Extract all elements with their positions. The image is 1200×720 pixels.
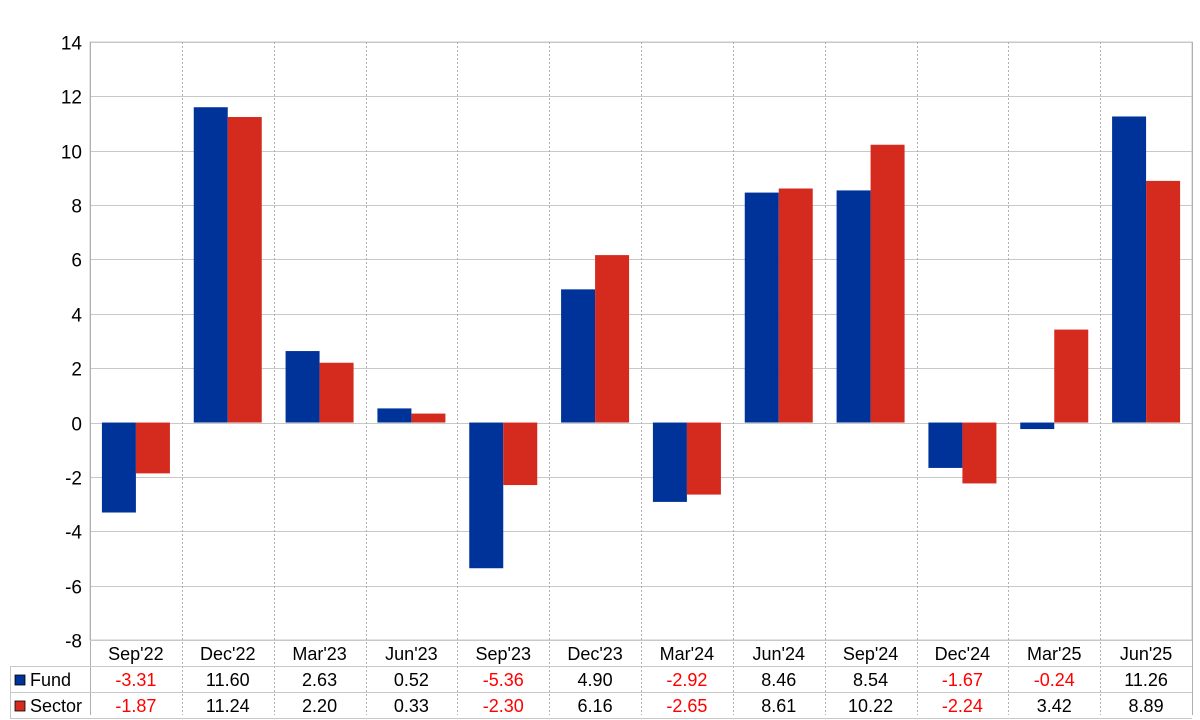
x-tick-label: Dec'24: [935, 644, 990, 664]
bar-fund: [1112, 116, 1147, 423]
y-tick-label: 6: [71, 251, 82, 272]
data-label: -0.24: [1034, 670, 1075, 690]
x-tick-label: Sep'23: [476, 644, 532, 664]
y-tick-label: -4: [65, 523, 82, 544]
bar-sector: [595, 255, 630, 423]
y-tick-label: 14: [61, 34, 83, 55]
x-tick-label: Dec'23: [567, 644, 622, 664]
bar-sector: [227, 117, 262, 423]
bar-fund: [561, 289, 596, 423]
data-label: 4.90: [578, 670, 613, 690]
x-tick-label: Jun'24: [753, 644, 805, 664]
x-tick-label: Sep'24: [843, 644, 899, 664]
x-tick-label: Mar'23: [292, 644, 346, 664]
bar-sector: [686, 422, 721, 495]
bar-fund: [744, 192, 779, 423]
data-label: -3.31: [115, 670, 156, 690]
data-label: 2.63: [302, 670, 337, 690]
x-tick-label: Mar'25: [1027, 644, 1081, 664]
x-tick-label: Jun'25: [1120, 644, 1172, 664]
data-label: 11.60: [206, 670, 250, 690]
bar-sector: [870, 144, 905, 423]
bar-fund: [928, 422, 963, 468]
bar-fund: [1020, 422, 1055, 430]
x-tick-label: Dec'22: [200, 644, 255, 664]
bar-sector: [1146, 180, 1181, 423]
y-tick-label: 4: [71, 306, 82, 327]
x-tick-label: Jun'23: [385, 644, 437, 664]
x-tick-label: Mar'24: [660, 644, 714, 664]
data-label: -2.65: [666, 696, 707, 716]
legend-label-fund: Fund: [30, 670, 71, 690]
data-label: 11.26: [1124, 670, 1168, 690]
bar-sector: [503, 422, 538, 486]
data-label: 11.24: [206, 696, 250, 716]
y-tick-label: -8: [65, 632, 82, 653]
x-tick-label: Sep'22: [108, 644, 164, 664]
bar-fund: [193, 107, 228, 423]
bar-sector: [411, 413, 446, 423]
data-label: -5.36: [483, 670, 524, 690]
y-tick-label: -6: [65, 578, 82, 599]
bar-fund: [101, 422, 136, 513]
data-label: 8.54: [853, 670, 888, 690]
data-label: 0.52: [394, 670, 429, 690]
y-tick-label: 12: [61, 88, 82, 109]
data-label: 8.61: [761, 696, 796, 716]
data-label: -1.67: [942, 670, 983, 690]
data-label: -2.92: [666, 670, 707, 690]
data-label: 8.46: [761, 670, 796, 690]
bar-sector: [778, 188, 813, 423]
bar-fund: [652, 422, 687, 502]
bar-fund: [469, 422, 504, 569]
data-label: 10.22: [848, 696, 893, 716]
data-label: 3.42: [1037, 696, 1072, 716]
data-label: -2.24: [942, 696, 983, 716]
bar-fund: [377, 408, 412, 423]
y-tick-label: 0: [71, 415, 82, 436]
y-tick-label: 10: [61, 143, 82, 164]
bar-sector: [962, 422, 997, 484]
data-label: -1.87: [115, 696, 156, 716]
data-label: 2.20: [302, 696, 337, 716]
legend-swatch-sector: [14, 700, 26, 712]
bar-sector: [1054, 329, 1089, 423]
legend-swatch-fund: [14, 674, 26, 686]
y-tick-label: 8: [71, 197, 82, 218]
bar-fund: [836, 190, 871, 423]
data-label: -2.30: [483, 696, 524, 716]
bar-sector: [319, 362, 354, 423]
data-label: 8.89: [1129, 696, 1164, 716]
data-label: 6.16: [578, 696, 613, 716]
legend-label-sector: Sector: [30, 696, 82, 716]
bar-fund: [285, 351, 320, 423]
y-tick-label: 2: [71, 360, 82, 381]
bar-sector: [135, 422, 170, 474]
y-tick-label: -2: [65, 469, 82, 490]
data-label: 0.33: [394, 696, 429, 716]
